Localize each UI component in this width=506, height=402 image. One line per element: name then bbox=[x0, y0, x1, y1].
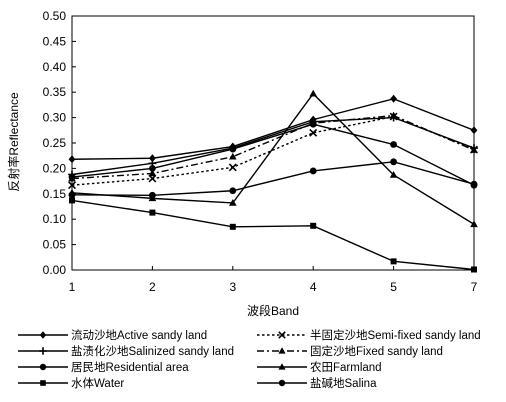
series-line bbox=[71, 98, 475, 160]
y-tick-label: 0.40 bbox=[43, 60, 67, 74]
data-point bbox=[390, 158, 397, 166]
x-axis-title: 波段Band bbox=[247, 303, 299, 318]
legend-label: 盐渍化沙地Salinized sandy land bbox=[71, 344, 234, 358]
legend-item: 居民地Residential area bbox=[18, 361, 189, 374]
legend-label: 半固定沙地Semi-fixed sandy land bbox=[310, 328, 481, 342]
y-tick-label: 0.35 bbox=[43, 85, 67, 99]
data-point bbox=[471, 266, 477, 273]
data-point bbox=[470, 146, 478, 153]
legend-label: 水体Water bbox=[71, 376, 124, 390]
y-tick-label: 0.20 bbox=[43, 161, 67, 175]
legend-item: 半固定沙地Semi-fixed sandy land bbox=[257, 328, 481, 342]
legend-label: 盐碱地Salina bbox=[310, 377, 377, 390]
series-line bbox=[71, 92, 475, 225]
legend-item: 水体Water bbox=[18, 376, 124, 390]
legend-swatch-marker bbox=[278, 379, 286, 387]
y-tick-label: 0.15 bbox=[43, 187, 67, 201]
data-point bbox=[228, 163, 237, 172]
y-tick-label: 0.45 bbox=[43, 34, 67, 48]
series-6 bbox=[68, 89, 478, 228]
data-point bbox=[310, 222, 317, 229]
data-point bbox=[389, 171, 398, 178]
series-line bbox=[71, 161, 475, 197]
y-axis-title: 反射率Reflectance bbox=[6, 92, 21, 192]
y-tick-label: 0.00 bbox=[43, 263, 67, 277]
series-line bbox=[71, 116, 475, 176]
data-point bbox=[309, 167, 317, 175]
data-point bbox=[229, 223, 236, 230]
series-7 bbox=[69, 197, 477, 273]
data-point bbox=[69, 197, 75, 204]
data-point bbox=[229, 152, 237, 160]
legend-label: 居民地Residential area bbox=[71, 361, 189, 374]
x-tick-label: 2 bbox=[149, 280, 156, 294]
legend-swatch-marker bbox=[278, 363, 286, 370]
legend-swatch-marker bbox=[278, 347, 286, 354]
legend-label: 流动沙地Active sandy land bbox=[71, 328, 207, 342]
legend-item: 盐碱地Salina bbox=[257, 377, 377, 390]
chart-series-layer bbox=[68, 89, 478, 273]
legend-item: 固定沙地Fixed sandy land bbox=[257, 344, 443, 358]
legend-swatch-marker bbox=[39, 347, 47, 355]
series-5 bbox=[68, 158, 478, 199]
y-tick-label: 0.30 bbox=[43, 111, 67, 125]
data-point bbox=[148, 169, 157, 177]
legend-swatch-marker bbox=[39, 363, 47, 371]
legend-item: 流动沙地Active sandy land bbox=[18, 328, 207, 342]
legend-label: 固定沙地Fixed sandy land bbox=[310, 344, 443, 358]
data-point bbox=[149, 209, 156, 216]
legend-swatch-marker bbox=[39, 331, 47, 339]
series-8 bbox=[68, 120, 478, 189]
legend-item: 盐渍化沙地Salinized sandy land bbox=[18, 344, 234, 358]
data-point bbox=[229, 145, 237, 153]
data-point bbox=[470, 220, 478, 228]
y-tick-label: 0.10 bbox=[43, 212, 67, 226]
data-point bbox=[68, 173, 76, 181]
chart-legend: 流动沙地Active sandy land 半固定沙地Semi-fixed san… bbox=[18, 328, 481, 390]
x-tick-label: 5 bbox=[390, 280, 397, 294]
data-point bbox=[309, 128, 318, 137]
data-point bbox=[470, 126, 478, 135]
legend-swatch-marker bbox=[40, 380, 46, 386]
series-line bbox=[71, 199, 475, 271]
data-point bbox=[229, 198, 237, 206]
legend-swatch-marker bbox=[278, 331, 286, 339]
data-point bbox=[390, 141, 397, 148]
data-point bbox=[309, 89, 317, 97]
data-point bbox=[470, 181, 478, 189]
data-point bbox=[149, 165, 156, 172]
data-point bbox=[390, 258, 397, 265]
data-point bbox=[68, 155, 76, 164]
data-point bbox=[148, 194, 157, 202]
legend-label: 农田Farmland bbox=[310, 360, 382, 374]
x-tick-label: 3 bbox=[229, 280, 236, 294]
chart-axes: 0.00 0.05 0.10 0.15 0.20 0.25 0.30 0.35 0.40 0.45… bbox=[43, 9, 478, 294]
data-point bbox=[309, 120, 317, 128]
x-tick-label: 7 bbox=[471, 280, 478, 294]
x-tick-label: 1 bbox=[69, 280, 76, 294]
plot-frame bbox=[71, 15, 475, 271]
data-point bbox=[68, 188, 76, 196]
data-point bbox=[390, 94, 397, 103]
data-point bbox=[148, 174, 157, 183]
x-tick-label: 4 bbox=[310, 280, 317, 294]
y-tick-label: 0.05 bbox=[43, 238, 67, 252]
y-tick-label: 0.50 bbox=[43, 9, 67, 23]
data-point bbox=[68, 181, 76, 190]
series-1 bbox=[68, 94, 478, 164]
y-tick-label: 0.25 bbox=[43, 136, 67, 150]
data-point bbox=[229, 187, 237, 195]
legend-item: 农田Farmland bbox=[257, 360, 382, 374]
data-point bbox=[389, 111, 398, 119]
series-2 bbox=[68, 112, 478, 190]
series-line bbox=[71, 123, 475, 186]
data-point bbox=[149, 154, 156, 163]
series-line bbox=[71, 114, 475, 180]
